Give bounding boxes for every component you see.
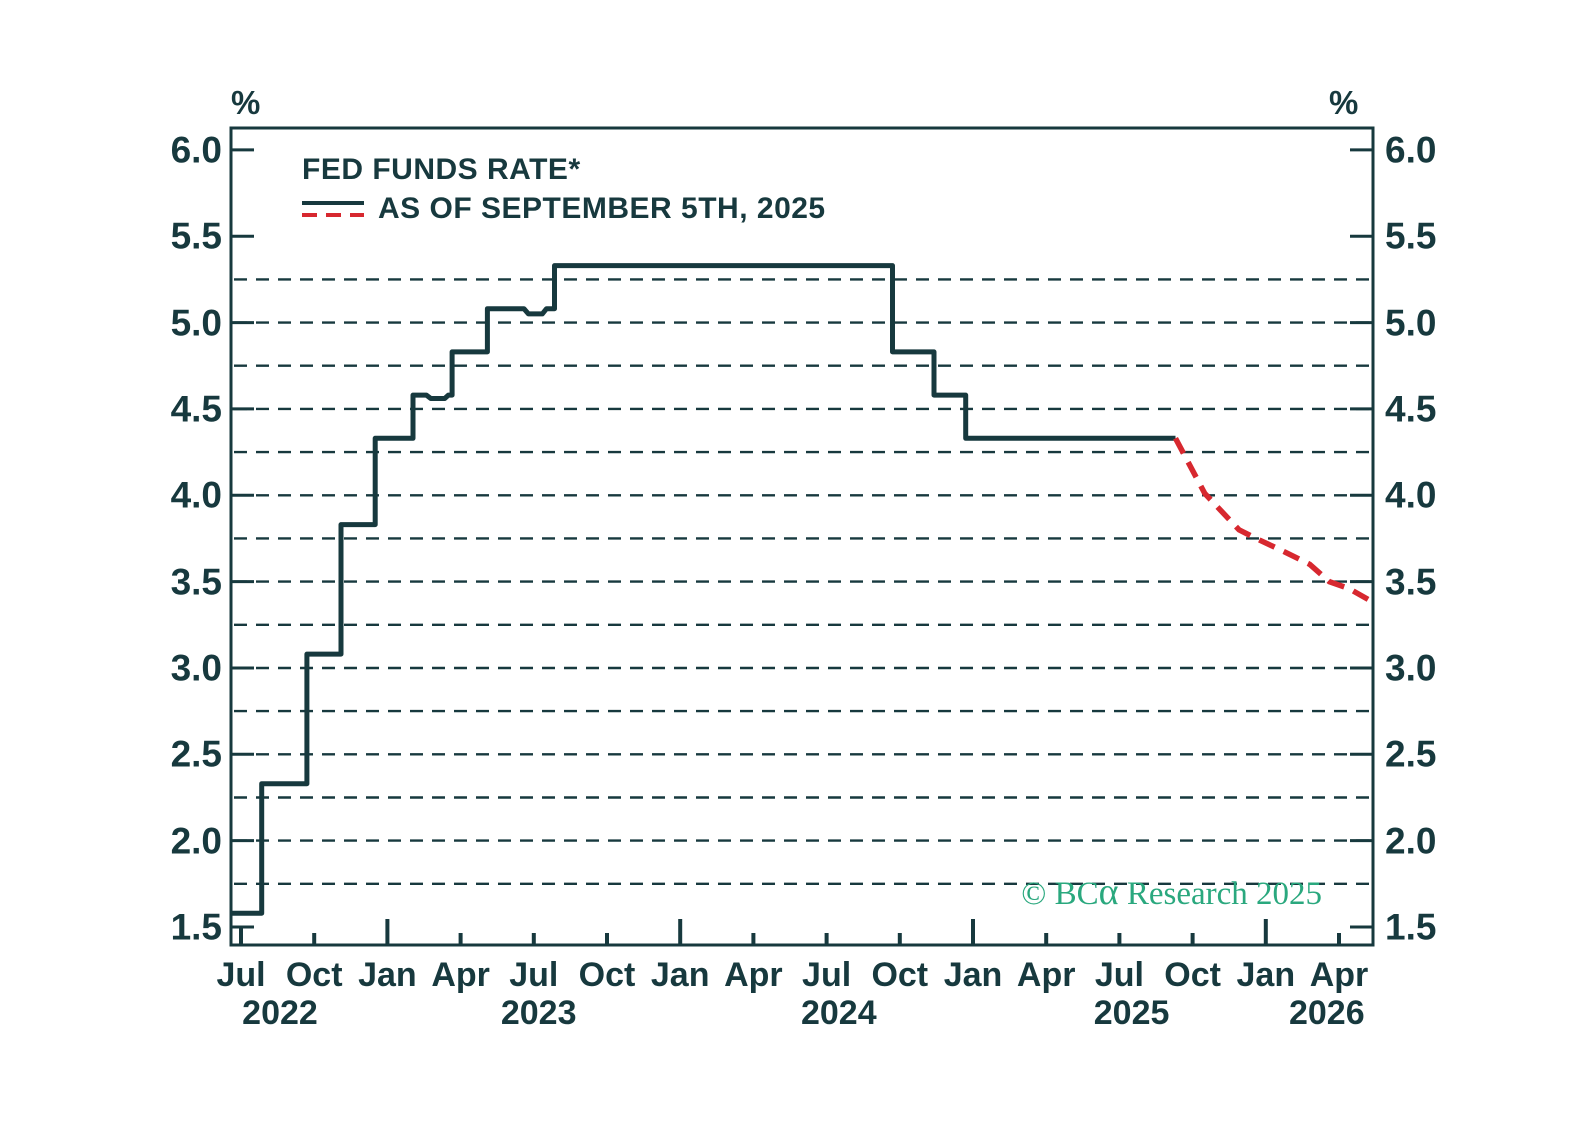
- projection-series-line: [1173, 437, 1375, 605]
- fed-funds-series-line: [231, 263, 1176, 916]
- plot-border: [229, 126, 1375, 947]
